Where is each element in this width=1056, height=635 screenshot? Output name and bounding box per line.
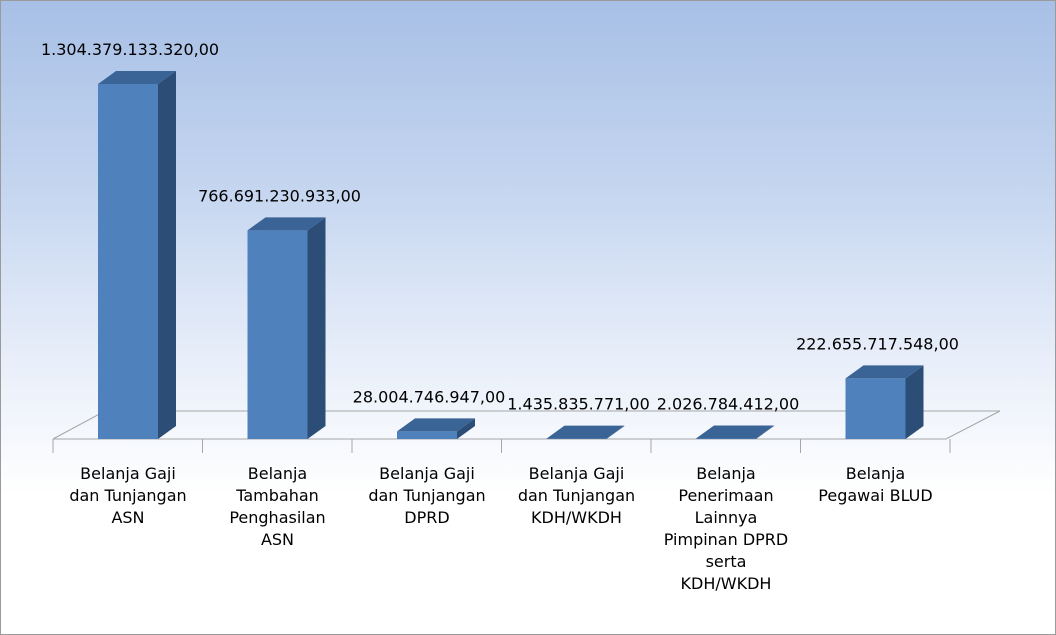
bar-top [98,71,176,84]
bar-side [307,217,326,439]
category-label-line: KDH/WKDH [531,508,622,527]
data-label: 222.655.717.548,00 [796,334,959,353]
data-label: 1.435.835.771,00 [507,395,650,414]
category-label: Belanja Gaji dan Tunjangan DPRD [357,463,497,529]
bar-top [546,425,625,439]
bar-side [756,425,774,439]
category-label-line: Belanja [247,464,308,483]
bar-side [158,71,176,439]
category-label-line: Belanja Gaji [80,464,176,483]
category-label-line: Belanja Gaji [379,464,475,483]
bar-top [247,217,326,231]
data-label: 1.304.379.133.320,00 [41,40,219,59]
chart-data-labels: 1.304.379.133.320,00 766.691.230.933,00 28… [41,40,959,414]
chart-floor [52,410,1001,453]
category-label-line: Belanja [845,464,906,483]
bar-side [606,425,625,439]
category-label-line: dan Tunjangan [368,486,486,505]
bar-side [905,365,924,439]
data-label: 2.026.784.412,00 [657,394,800,413]
category-label-line: Pegawai BLUD [818,486,933,505]
data-label: 28.004.746.947,00 [353,387,506,406]
bar [247,230,308,439]
bar-side [457,418,475,439]
bar [696,438,756,439]
bar [845,378,906,439]
chart-bars [98,71,924,439]
category-label: Belanja Gaji dan Tunjangan ASN [58,463,198,529]
category-label-line: Lainnya [694,508,758,527]
category-label: Belanja Tambahan Penghasilan ASN [208,463,348,551]
category-label-line: DPRD [404,508,450,527]
bar-top [696,425,774,439]
category-label-line: KDH/WKDH [680,574,772,593]
bar-top [397,418,475,432]
category-label-line: ASN [260,530,295,549]
category-label: Belanja Gaji dan Tunjangan KDH/WKDH [507,463,647,529]
category-label: Belanja Penerimaan Lainnya Pimpinan DPRD ser… [656,463,796,595]
bar [98,84,158,439]
category-label: Belanja Pegawai BLUD [806,463,946,507]
category-label-line: ASN [111,508,145,527]
category-label-line: Belanja [696,464,756,483]
bar-top [845,365,924,379]
category-label-line: dan Tunjangan [69,486,187,505]
category-label-line: dan Tunjangan [517,486,636,505]
category-label-line: serta [705,552,747,571]
category-label-line: Belanja Gaji [528,464,625,483]
category-label-line: Tambahan [236,486,319,505]
floor-plane [52,410,1001,440]
category-label-line: Pimpinan DPRD [663,530,789,549]
data-label: 766.691.230.933,00 [198,186,361,205]
bar [397,431,457,439]
category-label-line: Penghasilan [229,508,326,527]
category-label-line: Penerimaan [678,486,774,505]
